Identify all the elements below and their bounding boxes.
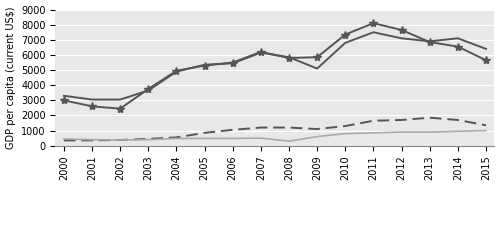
Y-axis label: GDP per capita (current US$): GDP per capita (current US$) <box>6 6 16 149</box>
Botswana <box>117 98 123 101</box>
Zambia <box>455 119 461 121</box>
South Africa <box>258 51 264 53</box>
Botswana <box>426 40 432 43</box>
Botswana <box>342 41 348 44</box>
South Africa <box>398 29 404 31</box>
Zambia <box>117 139 123 141</box>
Zimbabwe <box>455 130 461 133</box>
South Africa <box>426 41 432 43</box>
Botswana <box>202 63 207 66</box>
South Africa <box>117 107 123 110</box>
Zambia <box>286 126 292 129</box>
South Africa <box>483 59 489 62</box>
Zambia <box>314 128 320 130</box>
Botswana <box>286 56 292 59</box>
South Africa <box>202 64 207 67</box>
Zambia <box>258 126 264 129</box>
Zimbabwe <box>146 138 152 141</box>
Botswana <box>398 37 404 40</box>
South Africa <box>89 105 95 108</box>
Botswana <box>455 37 461 40</box>
Zambia <box>230 128 235 131</box>
Zimbabwe <box>370 131 376 134</box>
Line: Zambia: Zambia <box>64 118 486 140</box>
South Africa <box>174 69 180 72</box>
Botswana <box>146 89 152 92</box>
Zambia <box>146 137 152 140</box>
Zambia <box>61 139 67 142</box>
Zambia <box>370 119 376 122</box>
South Africa <box>230 61 235 64</box>
Zimbabwe <box>258 137 264 140</box>
Botswana <box>370 31 376 34</box>
South Africa <box>455 45 461 48</box>
Zambia <box>342 125 348 127</box>
Botswana <box>174 70 180 73</box>
Zimbabwe <box>342 132 348 135</box>
Line: Botswana: Botswana <box>64 32 486 100</box>
South Africa <box>146 88 152 90</box>
Zambia <box>89 139 95 142</box>
Botswana <box>61 94 67 97</box>
Zambia <box>426 116 432 119</box>
Zimbabwe <box>483 129 489 132</box>
Zimbabwe <box>426 131 432 133</box>
Zimbabwe <box>286 140 292 143</box>
Zimbabwe <box>174 137 180 140</box>
Botswana <box>258 51 264 54</box>
Zimbabwe <box>230 137 235 140</box>
South Africa <box>61 99 67 102</box>
Botswana <box>314 67 320 70</box>
Zimbabwe <box>398 131 404 133</box>
Zambia <box>174 136 180 139</box>
Zimbabwe <box>117 139 123 141</box>
Zimbabwe <box>314 135 320 138</box>
South Africa <box>286 57 292 59</box>
Zimbabwe <box>202 137 207 140</box>
Zambia <box>398 119 404 121</box>
Zambia <box>202 131 207 134</box>
Line: South Africa: South Africa <box>60 19 490 113</box>
Botswana <box>89 98 95 101</box>
Zimbabwe <box>61 137 67 140</box>
South Africa <box>342 33 348 36</box>
Botswana <box>483 47 489 50</box>
Botswana <box>230 62 235 65</box>
South Africa <box>314 56 320 59</box>
Zimbabwe <box>89 138 95 141</box>
Zambia <box>483 124 489 127</box>
Line: Zimbabwe: Zimbabwe <box>64 131 486 141</box>
South Africa <box>370 22 376 25</box>
